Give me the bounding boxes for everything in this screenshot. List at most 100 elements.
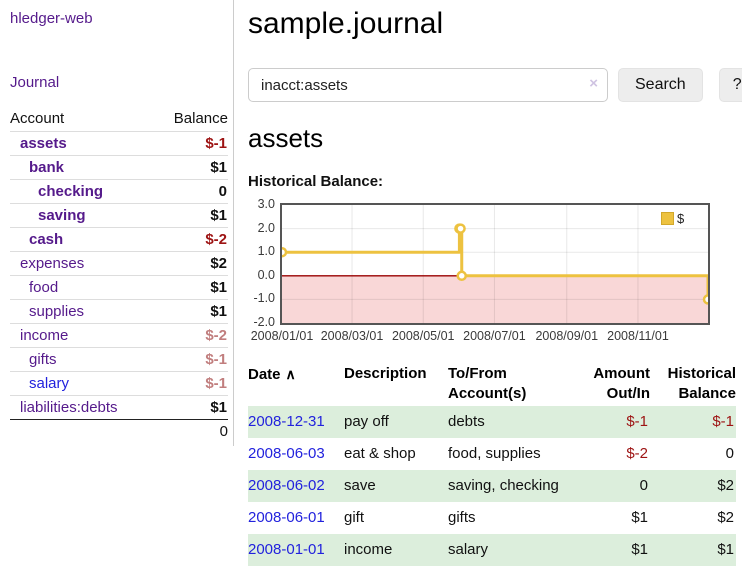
- account-row: cash $-2: [10, 227, 228, 252]
- tofrom-column-header: To/From Account(s): [448, 362, 564, 406]
- amount-header-line1: Amount: [593, 365, 650, 382]
- clear-search-icon[interactable]: ×: [589, 75, 598, 92]
- account-link-cash[interactable]: cash: [29, 231, 64, 248]
- data-point: [455, 223, 466, 234]
- transaction-date-link[interactable]: 2008-01-01: [248, 541, 325, 558]
- transaction-amount: $1: [631, 541, 648, 558]
- account-balance: $2: [154, 251, 228, 276]
- transaction-balance: 0: [725, 445, 734, 462]
- accounts-table-header: Account Balance: [10, 107, 228, 132]
- sidebar-item-journal[interactable]: Journal: [10, 74, 60, 91]
- transaction-balance: $-1: [712, 413, 734, 430]
- balance-column-header: Balance: [173, 110, 228, 127]
- historical-balance-chart: 3.0 2.0 1.0 0.0 -1.0 -2.0 2008/01/01 2008/03/01…: [248, 197, 736, 347]
- transaction-row: 2008-12-31 pay off debts $-1 $-1: [248, 406, 736, 438]
- transaction-balance: $1: [717, 541, 734, 558]
- account-balance: $-1: [154, 371, 228, 396]
- transaction-date-link[interactable]: 2008-06-03: [248, 445, 325, 462]
- account-balance: $1: [154, 203, 228, 228]
- register-table-header: Date ∧ Description To/From Account(s) Amo…: [248, 362, 736, 406]
- transaction-description: pay off: [344, 413, 389, 430]
- transaction-accounts: food, supplies: [448, 445, 541, 462]
- account-link-assets[interactable]: assets: [20, 135, 67, 152]
- transaction-row: 2008-06-01 gift gifts $1 $2: [248, 502, 736, 534]
- account-link-income[interactable]: income: [20, 327, 69, 344]
- y-axis-tick-label: 3.0: [257, 197, 275, 211]
- x-axis-tick-label: 2008/09/01: [535, 329, 599, 343]
- page-title: sample.journal: [248, 7, 444, 40]
- transaction-accounts: saving, checking: [448, 477, 559, 494]
- accounts-total-value: 0: [154, 419, 228, 443]
- account-row: supplies $1: [10, 299, 228, 324]
- chart-plot-area: [280, 203, 710, 325]
- accounts-balance-table: Account Balance assets $-1 bank $1 checking 0…: [10, 107, 228, 443]
- transaction-amount: 0: [639, 477, 648, 494]
- y-axis-tick-label: -1.0: [253, 291, 275, 306]
- account-balance: $1: [154, 395, 228, 420]
- account-balance: $-2: [154, 227, 228, 252]
- negative-region: [282, 275, 708, 323]
- account-link-supplies[interactable]: supplies: [29, 303, 85, 320]
- x-axis-tick-label: 2008/05/01: [391, 329, 455, 343]
- transaction-accounts: salary: [448, 541, 489, 558]
- amount-header-line2: Out/In: [606, 385, 650, 402]
- account-link-salary[interactable]: salary: [29, 375, 70, 392]
- search-input[interactable]: [248, 68, 608, 102]
- amount-column-header: Amount Out/In: [564, 362, 650, 406]
- account-row: saving $1: [10, 203, 228, 228]
- sidebar: hledger-web Journal Account Balance asse…: [0, 0, 234, 446]
- app-title-link[interactable]: hledger-web: [10, 10, 93, 27]
- legend-swatch-icon: [661, 212, 674, 225]
- chart-border: [280, 203, 710, 325]
- x-axis-tick-label: 2008/11/01: [607, 329, 669, 343]
- transaction-accounts: debts: [448, 413, 485, 430]
- account-balance: $-1: [154, 131, 228, 156]
- transaction-date-link[interactable]: 2008-06-01: [248, 509, 325, 526]
- account-link-saving[interactable]: saving: [38, 207, 86, 224]
- search-form: × Search ?: [248, 68, 742, 102]
- search-button[interactable]: Search: [618, 68, 703, 102]
- account-link-bank[interactable]: bank: [29, 159, 65, 176]
- transaction-description: save: [344, 477, 376, 494]
- account-balance: $1: [154, 275, 228, 300]
- account-link-food[interactable]: food: [29, 279, 59, 296]
- account-link-checking[interactable]: checking: [38, 183, 104, 200]
- accounts-total-row: 0: [10, 419, 228, 443]
- accounts-column-header: Account: [10, 110, 65, 127]
- account-row: bank $1: [10, 155, 228, 180]
- account-link-expenses[interactable]: expenses: [20, 255, 85, 272]
- account-link-gifts[interactable]: gifts: [29, 351, 57, 368]
- transaction-description: gift: [344, 509, 365, 526]
- account-row: salary $-1: [10, 371, 228, 396]
- help-button[interactable]: ?: [718, 68, 742, 102]
- register-table: Date ∧ Description To/From Account(s) Amo…: [248, 362, 736, 566]
- date-header-label: Date: [248, 366, 281, 383]
- historical-balance-label: Historical Balance:: [248, 173, 384, 190]
- transaction-date-link[interactable]: 2008-06-02: [248, 477, 325, 494]
- main-content: sample.journal × Search ? assets Histori…: [234, 0, 742, 582]
- y-axis-tick-label: 1.0: [257, 244, 275, 259]
- account-balance: 0: [154, 179, 228, 204]
- transaction-date-link[interactable]: 2008-12-31: [248, 413, 325, 430]
- account-row: income $-2: [10, 323, 228, 348]
- historical-column-header: Historical Balance: [650, 362, 736, 406]
- account-row: liabilities:debts $1: [10, 395, 228, 420]
- transaction-row: 2008-01-01 income salary $1 $1: [248, 534, 736, 566]
- historical-header-line1: Historical: [667, 365, 736, 382]
- transaction-accounts: gifts: [448, 509, 476, 526]
- account-row: gifts $-1: [10, 347, 228, 372]
- account-balance: $1: [154, 155, 228, 180]
- x-axis-tick-label: 2008/01/01: [250, 329, 314, 343]
- tofrom-header-line1: To/From: [448, 365, 507, 382]
- transaction-amount: $1: [631, 509, 648, 526]
- total-spacer: [10, 419, 155, 443]
- transaction-balance: $2: [717, 477, 734, 494]
- transaction-description: income: [344, 541, 393, 558]
- sort-ascending-icon: ∧: [285, 366, 296, 382]
- date-column-header[interactable]: Date ∧: [248, 362, 344, 406]
- account-balance: $-1: [154, 347, 228, 372]
- account-link-liabilities-debts[interactable]: liabilities:debts: [20, 399, 118, 416]
- transaction-balance: $2: [717, 509, 734, 526]
- y-axis-tick-label: 2.0: [257, 220, 275, 235]
